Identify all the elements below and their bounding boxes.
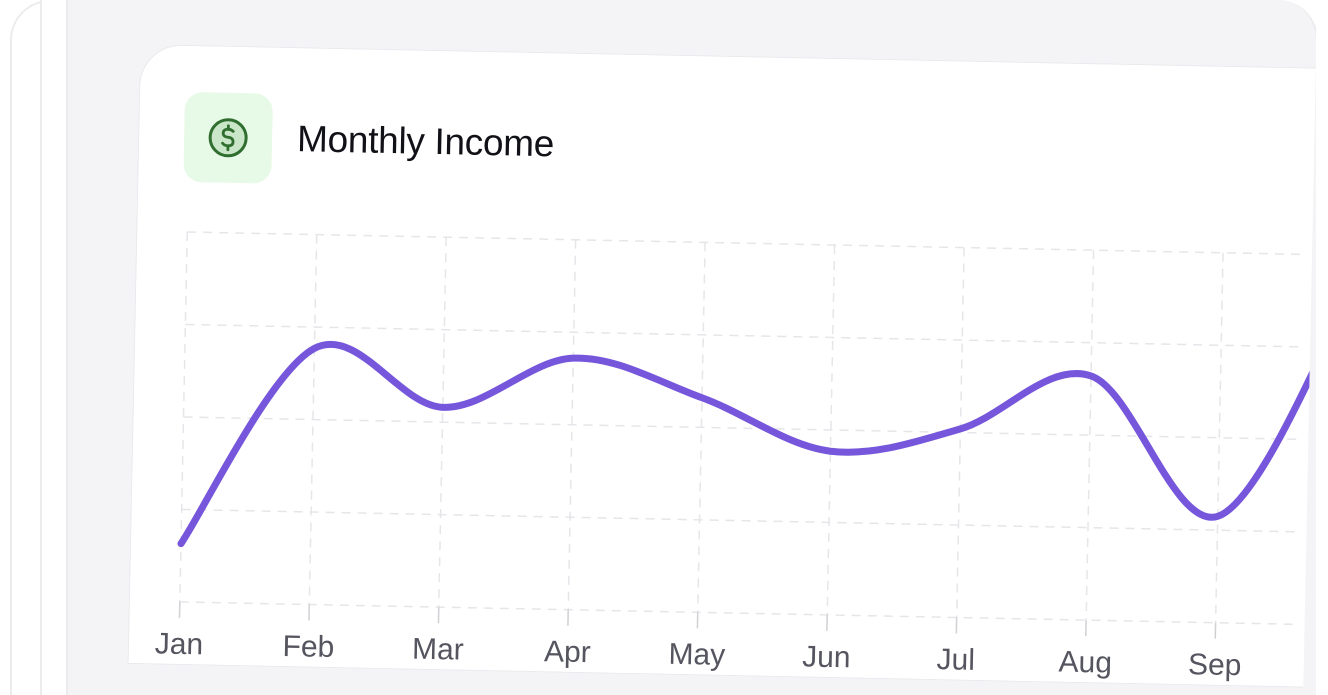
x-tick-label: Jun <box>802 640 851 674</box>
grid-line-vertical <box>567 239 577 610</box>
grid-line-vertical <box>826 244 836 615</box>
grid-line-horizontal <box>179 601 1300 626</box>
x-tick-label: Apr <box>544 635 591 669</box>
income-series-line <box>177 340 1316 548</box>
x-tick-label: Mar <box>412 633 464 667</box>
grid-line-vertical <box>438 237 447 608</box>
income-line-chart: Jan Feb Mar Apr May Jun Jul Aug Sep <box>154 231 1316 682</box>
x-tick-label: Jul <box>936 643 975 677</box>
x-tick-label: Feb <box>282 630 334 664</box>
x-tick-label: Aug <box>1058 646 1112 680</box>
x-tick-label: Sep <box>1188 648 1242 682</box>
x-tick-label: May <box>668 638 725 672</box>
grid-line-vertical <box>1085 250 1095 621</box>
grid-line-vertical <box>955 247 965 618</box>
icon-badge <box>183 91 274 184</box>
grid-line-vertical <box>696 242 706 613</box>
grid-line-vertical <box>308 234 318 605</box>
grid-line-horizontal <box>185 323 1306 348</box>
grid-line-horizontal <box>181 508 1302 533</box>
grid-line-vertical <box>1214 252 1224 623</box>
right-edge <box>1316 0 1328 695</box>
grid-line-horizontal <box>183 416 1304 441</box>
dollar-circle-icon <box>208 118 248 158</box>
monthly-income-card: Monthly Income Jan Feb Mar Apr May Jun Jul Aug S… <box>127 44 1316 688</box>
grid-line-horizontal <box>187 231 1308 256</box>
x-tick-label: Jan <box>154 627 203 661</box>
